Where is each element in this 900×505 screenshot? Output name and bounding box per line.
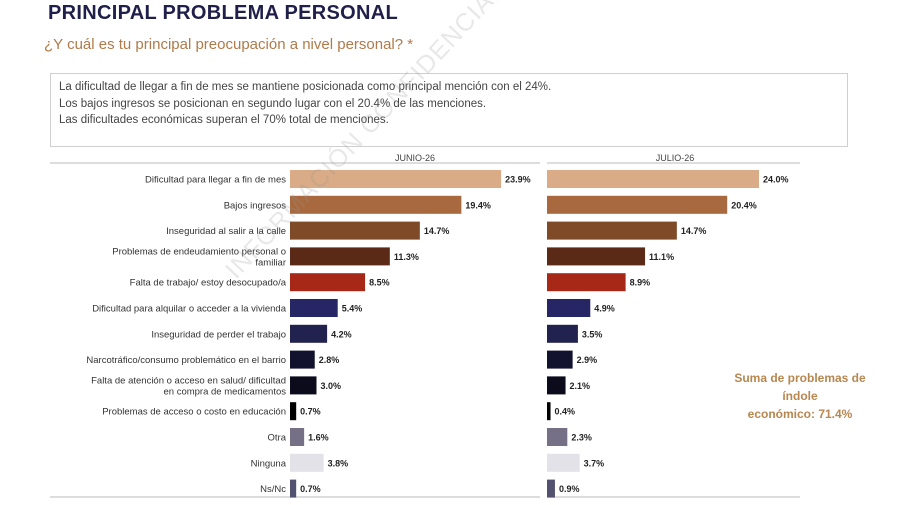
bar — [547, 195, 728, 214]
bar — [290, 479, 297, 498]
bar — [290, 428, 305, 446]
bar — [547, 299, 591, 317]
bar-chart: JUNIO-26 JULIO-26 Dificultad para llegar a… — [50, 153, 800, 498]
bar — [547, 273, 626, 292]
category-label: Falta de atención o acceso en salud/ dif… — [91, 375, 286, 397]
bar-value-label: 11.3% — [394, 252, 419, 262]
bar — [290, 402, 297, 421]
economic-sum-line: económico: 71.4% — [747, 407, 853, 421]
bar-value-label: 24.0% — [763, 175, 789, 185]
bar-value-label: 2.1% — [570, 381, 591, 391]
category-label: Inseguridad de perder el trabajo — [151, 329, 286, 340]
bar — [547, 324, 578, 343]
bar — [547, 402, 551, 421]
category-label: Dificultad para llegar a fin de mes — [145, 175, 286, 186]
bar-value-label: 2.9% — [577, 355, 598, 365]
bar — [547, 453, 580, 472]
category-label: Otra — [268, 433, 287, 444]
bar-value-label: 3.5% — [582, 329, 603, 339]
bar-value-label: 20.4% — [731, 200, 757, 210]
summary-line: La dificultad de llegar a fin de mes se … — [59, 81, 552, 93]
bar — [547, 428, 568, 446]
bar — [290, 299, 338, 317]
bar — [290, 376, 317, 395]
series-header: JULIO-26 — [656, 153, 695, 163]
bar-value-label: 2.8% — [319, 355, 340, 365]
bar — [290, 170, 502, 188]
bar-value-label: 4.2% — [331, 329, 352, 339]
bar-value-label: 0.9% — [559, 484, 580, 494]
summary-line: Las dificultades económicas superan el 7… — [59, 114, 389, 126]
series-header: JUNIO-26 — [395, 153, 435, 163]
bar-value-label: 1.6% — [308, 433, 329, 443]
bar-value-label: 3.0% — [321, 381, 342, 391]
bar-value-label: 8.5% — [369, 278, 390, 288]
bar-value-label: 23.9% — [505, 175, 531, 185]
category-label: Bajos ingresos — [224, 200, 287, 211]
bar — [290, 453, 324, 472]
bar — [547, 247, 646, 266]
bar-value-label: 0.7% — [300, 407, 321, 417]
bar — [290, 350, 315, 369]
bar — [290, 324, 328, 343]
category-label: Narcotráfico/consumo problemático en el … — [86, 355, 286, 366]
category-label: Problemas de acceso o costo en educación — [102, 407, 286, 418]
category-label: Falta de trabajo/ estoy desocupado/a — [130, 278, 287, 289]
bar-value-label: 3.7% — [584, 458, 605, 468]
category-label: Problemas de endeudamiento personal o fam… — [112, 246, 286, 268]
bar — [290, 247, 390, 266]
bar-value-label: 0.4% — [555, 407, 576, 417]
summary-box: La dificultad de llegar a fin de mes se … — [50, 73, 848, 147]
economic-sum-note: Suma de problemas de índole económico: 7… — [720, 369, 880, 423]
bar-value-label: 0.7% — [300, 484, 321, 494]
bar-value-label: 19.4% — [465, 200, 491, 210]
bar-value-label: 3.8% — [328, 458, 349, 468]
question-subtitle: ¿Y cuál es tu principal preocupación a n… — [44, 36, 414, 53]
bar — [290, 221, 420, 240]
bar — [290, 273, 366, 292]
bar — [547, 221, 677, 240]
summary-line: Los bajos ingresos se posicionan en segu… — [59, 97, 487, 110]
bar — [547, 479, 555, 498]
page-title: PRINCIPAL PROBLEMA PERSONAL — [48, 2, 398, 24]
bar-value-label: 4.9% — [594, 304, 615, 314]
category-label: Ns/Nc — [260, 484, 286, 495]
bar — [547, 376, 566, 395]
bar-value-label: 5.4% — [342, 304, 363, 314]
category-label: Ninguna — [251, 458, 287, 469]
bar-value-label: 11.1% — [649, 252, 674, 262]
bar — [290, 195, 462, 214]
economic-sum-line: Suma de problemas de — [734, 371, 866, 385]
bar-value-label: 14.7% — [681, 226, 707, 236]
category-label: Inseguridad al salir a la calle — [166, 226, 286, 237]
bar — [547, 350, 573, 369]
economic-sum-line: índole — [782, 389, 818, 403]
bar-value-label: 8.9% — [630, 278, 651, 288]
bar — [547, 170, 759, 188]
bar-value-label: 14.7% — [424, 226, 450, 236]
category-label: Dificultad para alquilar o acceder a la … — [92, 304, 287, 315]
bar-value-label: 2.3% — [571, 433, 592, 443]
